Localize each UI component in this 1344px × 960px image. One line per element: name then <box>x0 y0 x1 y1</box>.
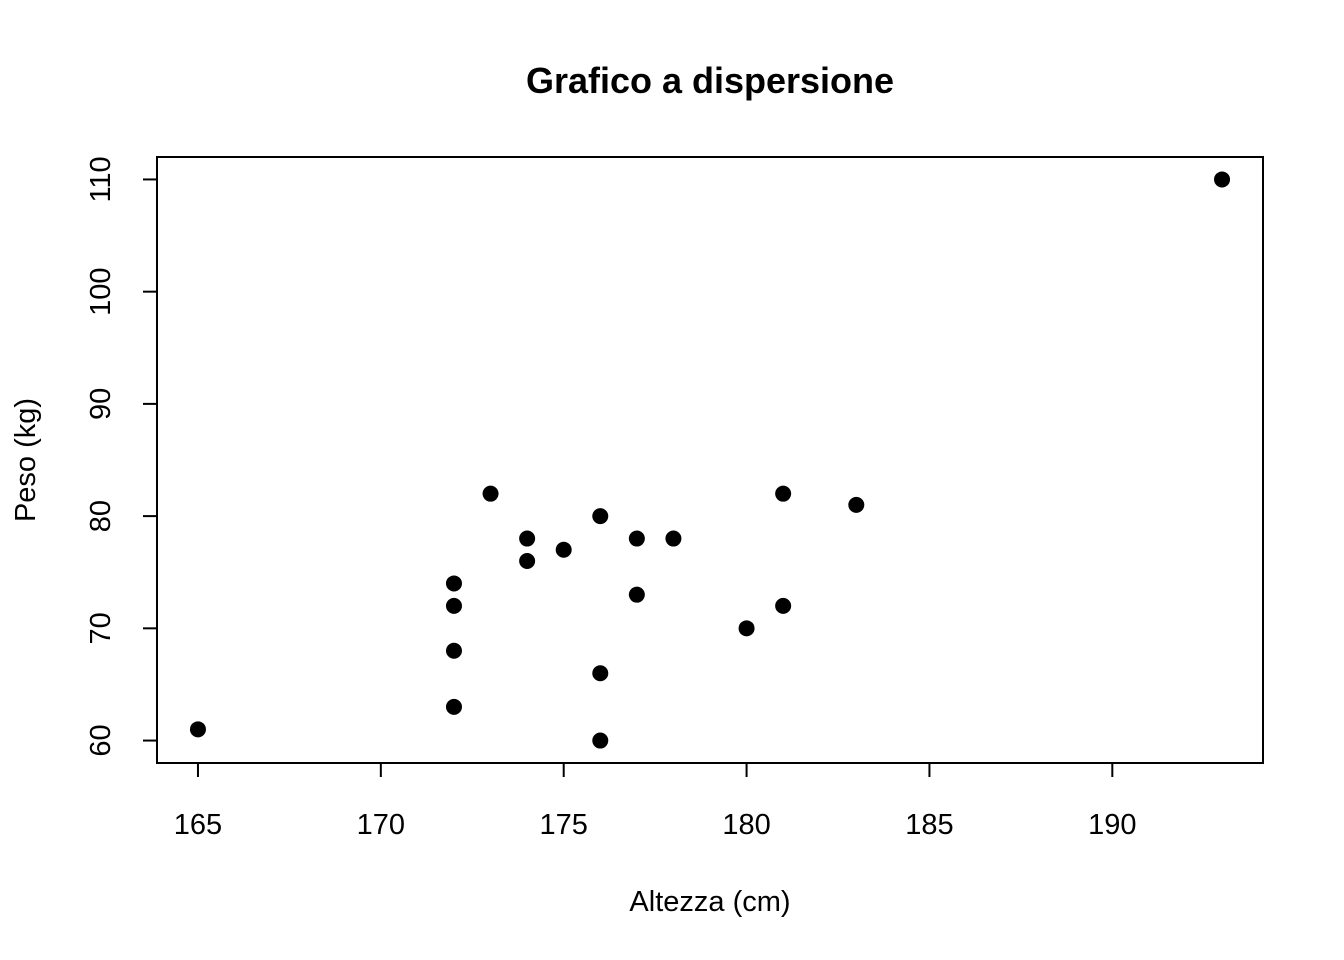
y-tick-label: 100 <box>85 267 117 315</box>
data-point <box>592 732 609 749</box>
data-point <box>775 597 792 614</box>
data-point <box>555 541 572 558</box>
data-point <box>775 485 792 502</box>
data-point <box>519 530 536 547</box>
y-axis: 60 70 80 90 100 110 <box>85 156 158 757</box>
x-tick-label: 190 <box>1088 809 1136 841</box>
data-point <box>665 530 682 547</box>
y-tick-label: 70 <box>85 612 117 644</box>
data-point <box>445 642 462 659</box>
data-point <box>738 620 755 637</box>
data-point <box>445 575 462 592</box>
data-point <box>445 597 462 614</box>
data-point <box>519 553 536 569</box>
x-axis: 165 170 175 180 185 190 <box>174 762 1137 841</box>
data-points <box>189 171 1231 749</box>
x-tick-label: 175 <box>540 809 588 841</box>
data-point <box>628 586 645 603</box>
data-point <box>592 665 609 682</box>
data-point <box>189 721 206 738</box>
x-tick-label: 165 <box>174 809 222 841</box>
plot-area-frame <box>156 156 1264 764</box>
y-tick-label: 80 <box>85 500 117 532</box>
chart-title: Grafico a dispersione <box>526 60 894 101</box>
y-tick-label: 90 <box>85 388 117 420</box>
x-tick-label: 170 <box>357 809 405 841</box>
data-point <box>628 530 645 547</box>
data-point <box>1214 171 1231 188</box>
y-tick-label: 110 <box>85 156 117 202</box>
x-tick-label: 180 <box>722 809 770 841</box>
y-tick-label: 60 <box>85 724 117 756</box>
data-point <box>482 485 499 502</box>
y-axis-label: Peso (kg) <box>10 398 42 522</box>
x-tick-label: 185 <box>905 809 953 841</box>
data-point <box>592 508 609 525</box>
data-point <box>848 496 865 513</box>
data-point <box>445 698 462 715</box>
x-axis-label: Altezza (cm) <box>629 886 790 918</box>
